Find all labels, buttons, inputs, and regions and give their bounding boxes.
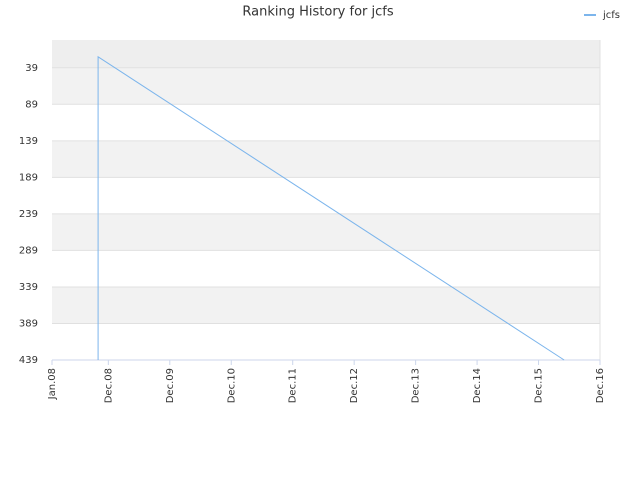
x-tick-label: Dec.08: [103, 368, 114, 403]
y-tick-label: 39: [25, 63, 38, 74]
x-tick-label: Dec.10: [226, 368, 237, 403]
y-tick-label: 239: [19, 209, 38, 220]
plot-band: [52, 140, 600, 178]
x-tick-label: Dec.12: [349, 368, 360, 403]
x-tick-label: Dec.11: [288, 368, 299, 403]
y-tick-label: 139: [19, 136, 38, 147]
y-tick-label: 289: [19, 245, 38, 256]
x-tick-label: Jan.08: [47, 368, 58, 400]
plot-band: [52, 286, 600, 324]
plot-band: [52, 213, 600, 251]
y-tick-label: 189: [19, 172, 38, 183]
plot-band: [52, 67, 600, 105]
x-tick-label: Dec.14: [472, 368, 483, 403]
plot-band: [52, 250, 600, 287]
x-tick-label: Dec.16: [595, 368, 606, 403]
plot-band: [52, 323, 600, 360]
y-tick-label: 389: [19, 318, 38, 329]
y-tick-label: 89: [25, 99, 38, 110]
x-tick-label: Dec.15: [534, 368, 545, 403]
plot-band: [52, 40, 600, 68]
x-tick-label: Dec.13: [411, 368, 422, 403]
x-tick-label: Dec.09: [165, 368, 176, 403]
line-series: [97, 55, 565, 361]
y-tick-label: 339: [19, 282, 38, 293]
plot-band: [52, 177, 600, 214]
y-tick-label: 439: [19, 355, 38, 366]
chart-title: Ranking History for jcfs: [242, 5, 393, 20]
legend-label: jcfs: [602, 10, 620, 21]
plot-band: [52, 104, 600, 141]
